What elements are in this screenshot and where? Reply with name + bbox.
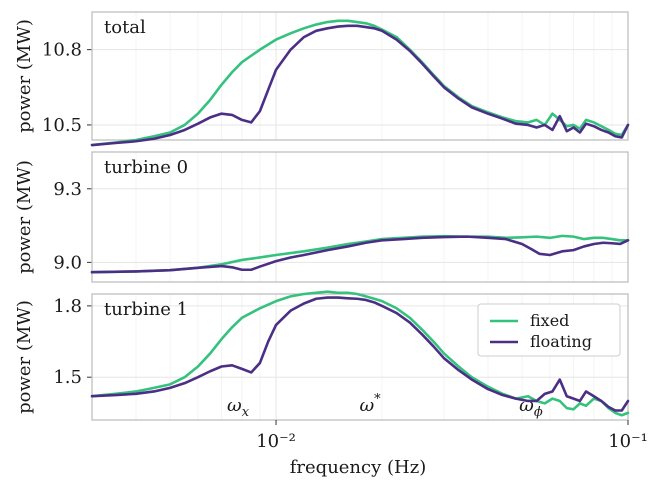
annotation-2: ω* <box>359 392 381 416</box>
annotation-1: ωx <box>227 395 250 420</box>
legend-label-fixed: fixed <box>530 311 569 330</box>
panel-2: 9.0 9.3 turbine 0 power (MW) <box>14 151 630 283</box>
y-axis-label: power (MW) <box>14 160 35 274</box>
y-tick-label: 9.0 <box>53 252 82 273</box>
y-tick-label: 10.5 <box>42 115 82 136</box>
legend: fixed floating <box>477 303 621 357</box>
series-line-fixed <box>90 19 630 147</box>
y-axis-label: power (MW) <box>14 300 35 414</box>
panel-frame <box>91 11 629 141</box>
series-line-floating <box>90 24 630 147</box>
panel-title: turbine 1 <box>104 299 188 320</box>
x-axis-label: frequency (Hz) <box>290 457 426 478</box>
x-tick-label: 10⁻¹ <box>608 431 648 452</box>
y-tick-label: 10.8 <box>42 40 82 61</box>
y-tick-label: 1.8 <box>53 296 82 317</box>
series-line-fixed <box>90 290 630 417</box>
panel-1: 10.5 10.8 total power (MW) <box>14 11 630 147</box>
panel-frame <box>91 151 629 283</box>
panel-title: total <box>104 17 146 38</box>
panel-3: 1.5 1.8 turbine 1 power (MW) 10⁻² 10⁻¹ ωx ω* ωϕ f… <box>14 290 648 452</box>
x-tick-label: 10⁻² <box>256 431 296 452</box>
legend-label-floating: floating <box>530 332 592 351</box>
panel-title: turbine 0 <box>104 157 188 178</box>
y-tick-label: 1.5 <box>53 367 82 388</box>
panels: 10.5 10.8 total power (MW) 9.0 9.3 turbine 0 po… <box>14 11 648 452</box>
series-line-floating <box>90 296 630 412</box>
y-axis-label: power (MW) <box>14 19 35 133</box>
annotation-3: ωϕ <box>519 395 543 420</box>
y-tick-label: 9.3 <box>53 179 82 200</box>
series-line-floating <box>90 235 630 274</box>
